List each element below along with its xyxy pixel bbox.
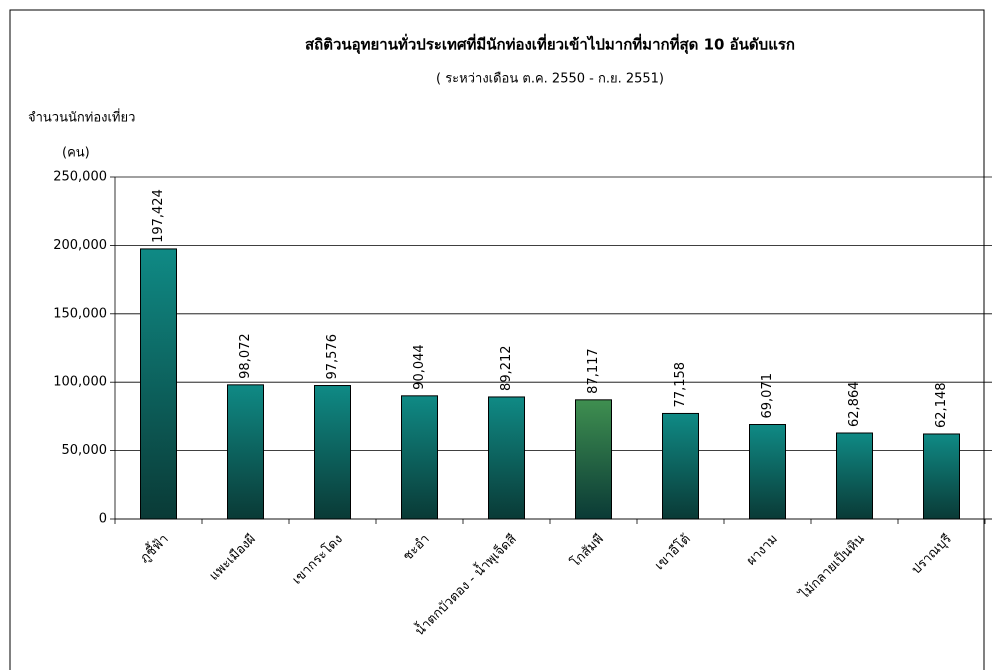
bar: [575, 399, 612, 520]
value-label: 87,117: [586, 348, 601, 394]
bar: [836, 432, 873, 520]
y-tick-label: 50,000: [62, 443, 108, 458]
bar: [227, 384, 264, 520]
bar: [140, 248, 177, 520]
bar: [662, 412, 699, 520]
x-tick-label: ภูชี้ฟ้า: [135, 530, 172, 567]
y-tick-label: 200,000: [53, 238, 107, 253]
chart-title: สถิติวนอุทยานทั่วประเทศที่มีนักท่องเที่ย…: [305, 34, 795, 55]
y-axis-label: จำนวนนักท่องเที่ยว: [28, 109, 135, 126]
bar: [401, 395, 438, 520]
value-label: 69,071: [760, 373, 775, 419]
x-tick-label: ชะอำ: [400, 532, 432, 564]
x-tick-label: ไม้กลายเป็นหิน: [794, 529, 868, 603]
y-tick-label: 250,000: [53, 170, 107, 185]
value-label: 62,864: [847, 382, 862, 428]
chart-subtitle: ( ระหว่างเดือน ต.ค. 2550 - ก.ย. 2551): [436, 71, 664, 87]
value-label: 98,072: [238, 333, 253, 379]
x-tick-label: เขากระโดง: [289, 531, 346, 588]
x-tick-label: เขาอีโต้: [651, 531, 693, 573]
x-tick-label: ผางาม: [744, 532, 781, 569]
bar: [314, 385, 351, 520]
x-tick-label: โกสัมพี: [567, 531, 607, 571]
value-label: 97,576: [325, 334, 340, 380]
value-label: 77,158: [673, 362, 688, 408]
y-axis-unit: (คน): [62, 146, 90, 161]
y-tick-label: 100,000: [53, 375, 107, 390]
value-label: 197,424: [151, 189, 166, 243]
bar: [749, 424, 786, 520]
chart-border: [9, 9, 985, 670]
bar: [488, 396, 525, 520]
bar: [923, 433, 960, 520]
x-tick-label: แพะเมืองผี: [206, 531, 259, 584]
y-tick-label: 0: [99, 512, 107, 527]
value-label: 90,044: [412, 344, 427, 390]
x-tick-label: ปราณบุรี: [908, 531, 955, 578]
value-label: 89,212: [499, 345, 514, 391]
y-tick-label: 150,000: [53, 306, 107, 321]
value-label: 62,148: [934, 382, 949, 428]
